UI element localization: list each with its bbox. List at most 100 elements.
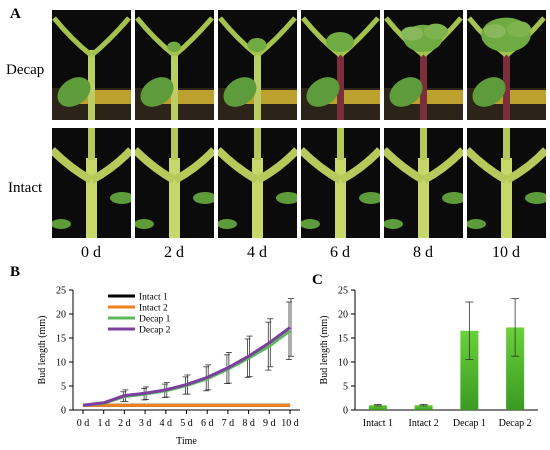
day-label: 6 d [330, 244, 350, 261]
branch [256, 147, 297, 184]
branch [135, 16, 176, 57]
y-tick-label: 15 [338, 334, 348, 345]
stem [418, 158, 429, 238]
branch [218, 147, 260, 184]
branch [339, 147, 380, 184]
stem [337, 50, 344, 120]
leaf [442, 192, 463, 204]
leaf [52, 219, 71, 229]
bar [506, 327, 525, 410]
x-tick-label: 0 d [77, 418, 90, 429]
bud [247, 38, 267, 52]
x-tick-label: 1 d [97, 418, 110, 429]
branch [52, 16, 93, 57]
stem [337, 128, 344, 160]
leaf [384, 219, 403, 229]
branch [422, 147, 463, 184]
leaf [484, 24, 506, 39]
bar [368, 405, 387, 410]
day-label: 2 d [164, 244, 184, 261]
branch [339, 16, 380, 57]
legend-entry: Decap 2 [139, 326, 171, 336]
y-tick-label: 0 [343, 406, 348, 417]
intact-photo [467, 128, 546, 238]
seedling-illustration [52, 16, 131, 120]
y-tick-label: 5 [61, 382, 66, 393]
bud [167, 41, 181, 52]
x-tick-label: 8 d [242, 418, 255, 429]
intact-photo [384, 128, 463, 238]
leaf [110, 192, 131, 204]
intact-photo [52, 128, 131, 238]
stem [254, 50, 261, 120]
leaf [389, 77, 423, 107]
series-line [82, 326, 291, 407]
x-tick-label: 5 d [180, 418, 193, 429]
branch [301, 16, 342, 57]
decap-photo [301, 10, 380, 120]
stem [88, 50, 95, 120]
seedling-illustration [218, 128, 297, 238]
x-tick-label: Intact 2 [408, 418, 438, 429]
legend-entry: Intact 1 [139, 293, 168, 303]
x-tick-label: 6 d [201, 418, 214, 429]
x-tick-label: Decap 2 [499, 418, 532, 429]
seedling-illustration [301, 16, 380, 120]
panel-label-c: C [312, 272, 323, 288]
x-tick-label: 2 d [118, 418, 130, 429]
y-tick-label: 20 [56, 310, 66, 321]
x-tick-label: 7 d [222, 418, 235, 429]
stem [420, 50, 427, 120]
stem [86, 158, 97, 238]
leaf [424, 23, 448, 40]
y-tick-label: 15 [56, 334, 66, 345]
y-tick-label: 10 [56, 358, 66, 369]
seedling-illustration [135, 16, 214, 120]
branch [90, 147, 131, 184]
panel-label-b: B [10, 264, 21, 280]
branch [173, 147, 214, 184]
stem [335, 158, 346, 238]
legend-entry: Intact 2 [139, 304, 168, 314]
bar [414, 405, 433, 410]
legend-entry: Decap 1 [139, 315, 171, 325]
x-tick-label: Intact 1 [363, 418, 393, 429]
branch [90, 16, 131, 57]
y-tick-label: 0 [61, 406, 66, 417]
branch [256, 16, 297, 57]
y-axis-label: Bud length (mm) [37, 316, 48, 385]
day-label: 8 d [413, 244, 433, 261]
seedling-illustration [384, 128, 463, 238]
seedling-illustration [52, 128, 131, 238]
decap-photo [218, 10, 297, 120]
stem [88, 128, 95, 160]
leaf [193, 192, 214, 204]
seedling-illustration [467, 128, 546, 238]
x-tick-label: Decap 1 [453, 418, 486, 429]
branch [135, 147, 177, 184]
leaf [401, 26, 423, 41]
line-chart: 0 5 10 15 20 25 0 d 1 d 2 d 3 d 4 d 5 d 6 d 7 d 8 d 9 d… [37, 286, 300, 447]
stem [171, 128, 178, 160]
y-tick-label: 25 [338, 286, 348, 297]
day-label: 4 d [247, 244, 267, 261]
x-axis-label: Time [176, 436, 197, 447]
branch [52, 147, 94, 184]
leaf [276, 192, 297, 204]
x-tick-label: 3 d [139, 418, 152, 429]
decap-photo [135, 10, 214, 120]
decap-photo [384, 10, 463, 120]
leaf [467, 219, 486, 229]
stem [420, 128, 427, 160]
stem [503, 128, 510, 160]
stem [169, 158, 180, 238]
leaf [359, 192, 380, 204]
branch [467, 147, 509, 184]
stem [252, 158, 263, 238]
x-tick-label: 9 d [263, 418, 276, 429]
stem [171, 50, 178, 120]
seedling-illustration [218, 16, 297, 120]
y-tick-label: 5 [343, 382, 348, 393]
y-axis-label: Bud length (mm) [319, 316, 330, 385]
leaf [306, 77, 340, 107]
